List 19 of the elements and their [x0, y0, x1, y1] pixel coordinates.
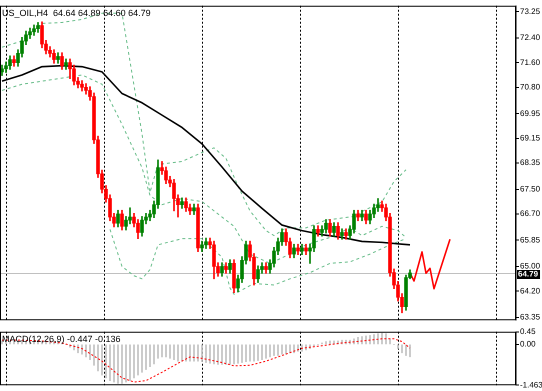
ref-line-label: 64.79	[518, 270, 539, 279]
y-tick-label: 73.25	[520, 6, 541, 16]
chart-title: US_OIL,H4 64.64 64.89 64.60 64.79	[2, 8, 151, 18]
y-tick-label: 68.35	[520, 158, 541, 168]
y-tick-label: 70.80	[520, 82, 541, 92]
y-tick-label: 69.95	[520, 108, 541, 118]
y-tick-label: 65.85	[520, 235, 541, 244]
chart-title: MACD(12,26,9) -0.447 -0.136	[2, 334, 121, 344]
y-tick-label: 64.20	[520, 286, 541, 296]
y-tick-label: 72.40	[520, 33, 541, 42]
y-tick-label: -1.463	[520, 380, 542, 390]
y-tick-label: 0.45	[520, 327, 536, 336]
y-tick-label: 67.50	[520, 184, 541, 194]
y-tick-label: 65.00	[520, 262, 541, 271]
y-tick-label: 66.70	[520, 209, 541, 218]
y-tick-label: 63.35	[520, 312, 541, 322]
y-tick-label: 69.15	[520, 133, 541, 142]
y-tick-label: 0.00	[520, 340, 536, 349]
y-tick-label: 71.60	[520, 58, 541, 67]
